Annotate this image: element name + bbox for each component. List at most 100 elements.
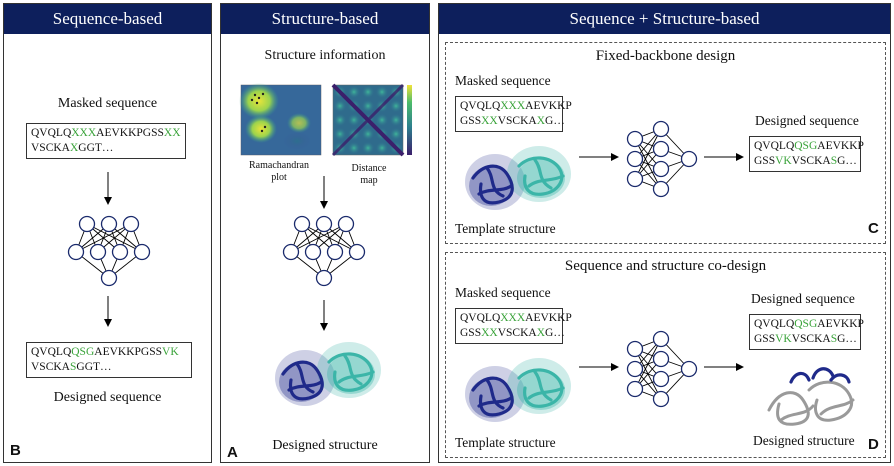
- arrow-down: [104, 172, 112, 205]
- protein-strand: [295, 362, 315, 394]
- template-structure-label: Template structure: [455, 435, 556, 450]
- sequence-line: QVQLQXXXAEVKKP: [460, 311, 572, 326]
- neural-network-icon: [626, 120, 698, 198]
- designed-sequence-label: Designed sequence: [53, 390, 162, 405]
- nn-node: [326, 243, 344, 261]
- nn-node: [652, 330, 670, 348]
- protein-strand: [337, 370, 375, 384]
- protein-strand: [767, 391, 810, 426]
- sequence-residue-highlight: S: [830, 333, 838, 345]
- distance-map-cell: [361, 141, 375, 155]
- panel-header: Sequence + Structure-based: [439, 4, 890, 34]
- sequence-residue-highlight: X: [69, 142, 79, 154]
- nn-node: [626, 340, 644, 358]
- nn-edge: [634, 128, 662, 180]
- nn-node: [626, 170, 644, 188]
- sequence-residue-highlight: S: [830, 155, 838, 167]
- sequence-residue: VSCKA: [31, 142, 70, 154]
- sequence-residue: G…: [837, 333, 857, 345]
- distance-map-cell: [389, 113, 403, 127]
- sequence-residue: VSCKA: [497, 327, 537, 339]
- protein-strand: [517, 368, 564, 408]
- designed-sequence-box: QVQLQQSGAEVKKPGSSVK VSCKASGGT…: [26, 342, 192, 378]
- sequence-residue-highlight: XX: [481, 327, 498, 339]
- sequence-line: VSCKASGGT…: [31, 360, 187, 375]
- nn-node: [680, 360, 698, 378]
- protein-strand: [485, 166, 505, 198]
- fixed-backbone-section: [445, 42, 886, 244]
- nn-node: [652, 160, 670, 178]
- neural-network-icon: [282, 215, 366, 287]
- co-design-section: [445, 252, 886, 458]
- sequence-residue: QVQLQ: [31, 346, 72, 358]
- nn-edge: [290, 223, 347, 253]
- nn-node: [652, 120, 670, 138]
- nn-node: [652, 370, 670, 388]
- designed-sequence-label: Designed sequence: [755, 113, 859, 128]
- protein-strand: [517, 156, 564, 196]
- nn-edge: [634, 338, 662, 390]
- distance-map-label: Distance map: [351, 163, 387, 186]
- protein-strand: [343, 354, 363, 386]
- distance-map-cell: [347, 113, 361, 127]
- nn-node: [626, 380, 644, 398]
- sequence-residue: GSS: [460, 115, 482, 127]
- structure-based-panel: Structure-based Structure information: [220, 3, 430, 463]
- designed-sequence-label: Designed sequence: [751, 291, 855, 306]
- designed-structure-image: [767, 367, 855, 426]
- sequence-residue-highlight: X: [536, 115, 546, 127]
- nn-node: [315, 269, 333, 287]
- protein-strand: [811, 367, 835, 380]
- designed-structure-label: Designed structure: [753, 433, 855, 448]
- sequence-line: QVQLQQSGAEVKKP: [754, 139, 864, 154]
- sequence-residue: QVQLQ: [460, 312, 501, 324]
- nn-node: [67, 243, 85, 261]
- arrow-down: [104, 296, 112, 327]
- distance-map-cell: [361, 127, 375, 141]
- distance-map-cell: [375, 141, 389, 155]
- arrow-right: [579, 153, 744, 161]
- sequence-residue: AEVKKPGSS: [96, 127, 164, 139]
- masked-sequence-box: QVQLQXXXAEVKKP GSSXXVSCKAXG…: [455, 96, 572, 132]
- nn-node: [122, 215, 140, 233]
- sequence-residue: G…: [545, 327, 565, 339]
- sequence-residue: AEVKKP: [525, 312, 572, 324]
- distance-map-cell: [333, 113, 347, 127]
- designed-structure-image: [275, 342, 381, 406]
- sequence-residue-highlight: S: [69, 361, 77, 373]
- protein-strand: [527, 386, 565, 400]
- sequence-residue: AEVKKP: [817, 140, 864, 152]
- sequence-line: VSCKAXGGT…: [31, 141, 181, 156]
- distance-map-cell: [361, 99, 375, 113]
- distance-map-cell: [375, 85, 389, 99]
- panel-letter: A: [227, 444, 238, 461]
- nn-node: [626, 130, 644, 148]
- distance-map-cell: [347, 141, 361, 155]
- panel-letter: B: [10, 442, 21, 459]
- arrow-down: [320, 176, 328, 209]
- arrow-down: [320, 300, 328, 331]
- sequence-line: GSSXXVSCKAXG…: [460, 326, 565, 341]
- panel-letter: D: [868, 436, 879, 453]
- protein-strand: [829, 373, 851, 384]
- protein-strand: [789, 371, 811, 384]
- neural-network-icon: [626, 330, 698, 408]
- sequence-structure-panel: Sequence + Structure-based Fixed-backbon…: [438, 3, 891, 463]
- nn-node: [282, 243, 300, 261]
- sequence-residue-highlight: XXX: [500, 100, 526, 112]
- sequence-residue: AEVKKP: [525, 100, 572, 112]
- sequence-residue-highlight: QSG: [794, 140, 818, 152]
- neural-network-icon: [67, 215, 151, 287]
- sequence-residue-highlight: VK: [775, 333, 792, 345]
- protein-strand: [779, 404, 815, 422]
- sequence-line: GSSVKVSCKASG…: [754, 332, 857, 347]
- masked-sequence-label: Masked sequence: [455, 73, 551, 88]
- nn-node: [133, 243, 151, 261]
- template-structure-label: Template structure: [455, 221, 556, 236]
- sequence-residue: QVQLQ: [31, 127, 72, 139]
- sequence-residue-highlight: XXX: [71, 127, 97, 139]
- protein-strand: [471, 376, 514, 417]
- masked-sequence-box: QVQLQXXXAEVKKP GSSXXVSCKAXG…: [455, 308, 572, 344]
- masked-sequence-label: Masked sequence: [57, 96, 158, 111]
- protein-strand: [485, 378, 505, 410]
